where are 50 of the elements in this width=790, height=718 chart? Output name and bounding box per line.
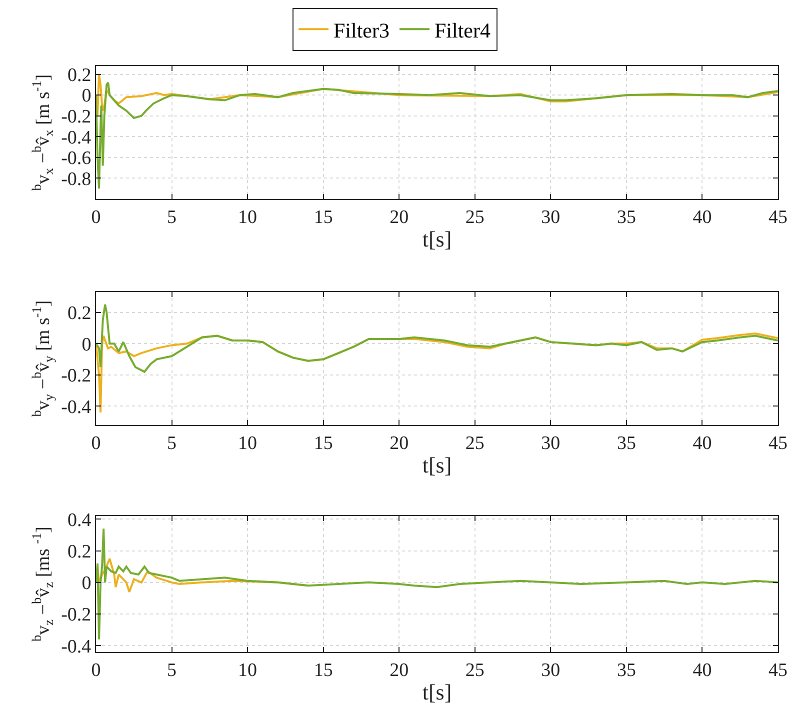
- y-tick-label: 0: [82, 86, 92, 107]
- y-tick-label: 0.2: [67, 64, 92, 86]
- x-tick-label: 20: [390, 432, 409, 454]
- y-tick-label: -0.2: [61, 106, 92, 128]
- y-tick-label: 0.4: [67, 510, 92, 531]
- x-tick-label: 40: [692, 432, 712, 454]
- line-series: [96, 304, 778, 373]
- y-tick-label: -0.8: [61, 168, 92, 190]
- y-tick-label: -0.4: [61, 396, 92, 418]
- y-tick-label: -0.2: [61, 604, 92, 626]
- x-tick-label: 10: [238, 206, 258, 228]
- x-tick-label: 5: [167, 660, 177, 681]
- x-tick-label: 35: [616, 206, 636, 228]
- x-axis-title: t[s]: [422, 226, 452, 252]
- y-tick-label: 0: [82, 573, 92, 594]
- legend-label: Filter4: [434, 18, 491, 42]
- legend-label: Filter3: [334, 18, 390, 42]
- x-tick-label: 15: [314, 660, 333, 681]
- x-axis-title: t[s]: [422, 452, 452, 478]
- x-tick-label: 40: [692, 206, 712, 228]
- x-tick-label: 5: [167, 206, 177, 228]
- y-tick-label: 0.2: [67, 541, 92, 562]
- x-tick-label: 20: [390, 206, 409, 228]
- y-tick-label: -0.6: [61, 148, 92, 170]
- line-series: [96, 82, 778, 190]
- x-tick-label: 45: [768, 660, 788, 681]
- y-tick-label: 0.2: [67, 302, 92, 324]
- x-tick-label: 5: [167, 432, 177, 454]
- x-tick-label: 10: [238, 660, 258, 681]
- x-tick-label: 35: [616, 660, 636, 681]
- x-tick-label: 45: [768, 206, 788, 228]
- x-tick-label: 35: [616, 432, 636, 454]
- x-tick-label: 40: [692, 660, 712, 681]
- x-tick-label: 45: [768, 432, 788, 454]
- x-axis-title: t[s]: [422, 680, 452, 705]
- x-tick-label: 20: [390, 660, 409, 681]
- y-tick-label: 0: [82, 334, 92, 356]
- x-tick-label: 30: [541, 206, 560, 228]
- x-tick-label: 30: [541, 432, 560, 454]
- y-tick-label: -0.4: [61, 127, 92, 148]
- x-tick-label: 15: [314, 432, 333, 454]
- y-tick-label: -0.4: [61, 636, 92, 658]
- x-tick-label: 15: [314, 206, 333, 228]
- x-tick-label: 25: [465, 432, 484, 454]
- x-tick-label: 10: [238, 432, 258, 454]
- x-tick-label: 30: [541, 660, 560, 681]
- x-tick-label: 25: [465, 206, 484, 228]
- y-tick-label: -0.2: [61, 366, 92, 387]
- line-series: [96, 528, 778, 640]
- x-tick-label: 25: [465, 660, 484, 681]
